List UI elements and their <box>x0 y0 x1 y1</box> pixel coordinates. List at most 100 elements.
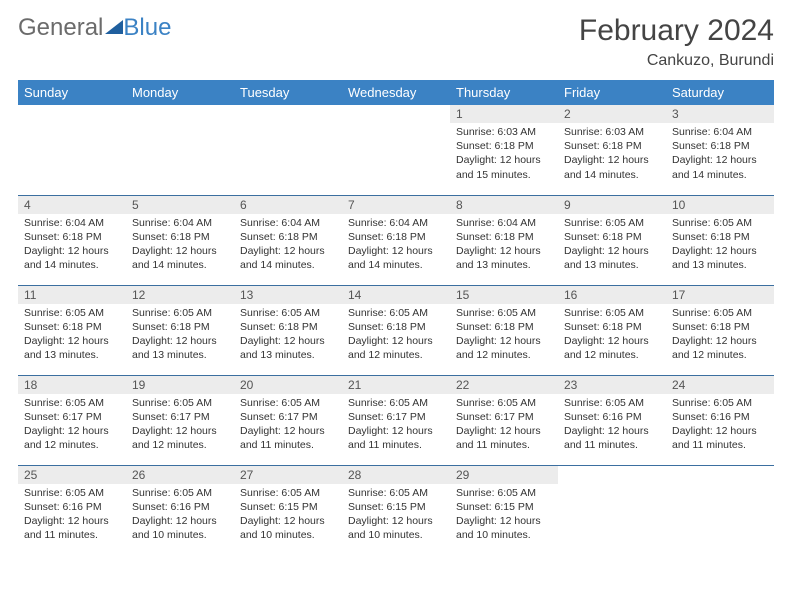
sunset-text: Sunset: 6:17 PM <box>456 410 552 424</box>
day-details: Sunrise: 6:05 AMSunset: 6:16 PMDaylight:… <box>558 394 666 455</box>
day-number: 26 <box>126 466 234 484</box>
day-number: 23 <box>558 376 666 394</box>
calendar-cell: 21Sunrise: 6:05 AMSunset: 6:17 PMDayligh… <box>342 375 450 465</box>
day-number: 28 <box>342 466 450 484</box>
day-number: 5 <box>126 196 234 214</box>
sunrise-text: Sunrise: 6:05 AM <box>564 396 660 410</box>
sunrise-text: Sunrise: 6:05 AM <box>24 486 120 500</box>
sunset-text: Sunset: 6:18 PM <box>672 230 768 244</box>
sunset-text: Sunset: 6:18 PM <box>132 320 228 334</box>
sunrise-text: Sunrise: 6:05 AM <box>564 306 660 320</box>
logo-triangle-icon <box>105 20 123 34</box>
calendar-cell: 11Sunrise: 6:05 AMSunset: 6:18 PMDayligh… <box>18 285 126 375</box>
sunrise-text: Sunrise: 6:05 AM <box>672 216 768 230</box>
sunset-text: Sunset: 6:17 PM <box>24 410 120 424</box>
calendar-cell: 19Sunrise: 6:05 AMSunset: 6:17 PMDayligh… <box>126 375 234 465</box>
day-details: Sunrise: 6:03 AMSunset: 6:18 PMDaylight:… <box>558 123 666 184</box>
daylight-text: Daylight: 12 hours and 10 minutes. <box>240 514 336 542</box>
sunset-text: Sunset: 6:18 PM <box>132 230 228 244</box>
daylight-text: Daylight: 12 hours and 12 minutes. <box>24 424 120 452</box>
day-number: 29 <box>450 466 558 484</box>
calendar-cell: 24Sunrise: 6:05 AMSunset: 6:16 PMDayligh… <box>666 375 774 465</box>
calendar-cell: 27Sunrise: 6:05 AMSunset: 6:15 PMDayligh… <box>234 465 342 555</box>
sunrise-text: Sunrise: 6:05 AM <box>672 306 768 320</box>
day-details: Sunrise: 6:05 AMSunset: 6:17 PMDaylight:… <box>450 394 558 455</box>
daylight-text: Daylight: 12 hours and 12 minutes. <box>348 334 444 362</box>
sunset-text: Sunset: 6:18 PM <box>348 230 444 244</box>
daylight-text: Daylight: 12 hours and 14 minutes. <box>132 244 228 272</box>
daylight-text: Daylight: 12 hours and 10 minutes. <box>132 514 228 542</box>
calendar-week: 11Sunrise: 6:05 AMSunset: 6:18 PMDayligh… <box>18 285 774 375</box>
day-number: 13 <box>234 286 342 304</box>
day-details: Sunrise: 6:05 AMSunset: 6:16 PMDaylight:… <box>666 394 774 455</box>
calendar-cell: 17 Sunrise: 6:05 AMSunset: 6:18 PMDayligh… <box>666 285 774 375</box>
daylight-text: Daylight: 12 hours and 14 minutes. <box>672 153 768 181</box>
day-number: 19 <box>126 376 234 394</box>
sunset-text: Sunset: 6:18 PM <box>240 320 336 334</box>
sunrise-text: Sunrise: 6:05 AM <box>240 306 336 320</box>
calendar-cell: 6Sunrise: 6:04 AMSunset: 6:18 PMDaylight… <box>234 195 342 285</box>
calendar-cell: 8Sunrise: 6:04 AMSunset: 6:18 PMDaylight… <box>450 195 558 285</box>
day-number: 7 <box>342 196 450 214</box>
day-details: Sunrise: 6:03 AMSunset: 6:18 PMDaylight:… <box>450 123 558 184</box>
day-details: Sunrise: 6:05 AMSunset: 6:18 PMDaylight:… <box>18 304 126 365</box>
daylight-text: Daylight: 12 hours and 12 minutes. <box>672 334 768 362</box>
sunset-text: Sunset: 6:15 PM <box>456 500 552 514</box>
day-number: 3 <box>666 105 774 123</box>
calendar-cell: 15Sunrise: 6:05 AMSunset: 6:18 PMDayligh… <box>450 285 558 375</box>
sunrise-text: Sunrise: 6:05 AM <box>672 396 768 410</box>
day-details: Sunrise: 6:05 AMSunset: 6:15 PMDaylight:… <box>234 484 342 545</box>
sunrise-text: Sunrise: 6:05 AM <box>348 486 444 500</box>
sunrise-text: Sunrise: 6:04 AM <box>24 216 120 230</box>
calendar-cell: 28Sunrise: 6:05 AMSunset: 6:15 PMDayligh… <box>342 465 450 555</box>
calendar-week: 4Sunrise: 6:04 AMSunset: 6:18 PMDaylight… <box>18 195 774 285</box>
month-title: February 2024 <box>579 14 774 48</box>
day-number: 17 <box>666 286 774 304</box>
logo-text-general: General <box>18 14 103 42</box>
day-details: Sunrise: 6:05 AMSunset: 6:16 PMDaylight:… <box>126 484 234 545</box>
calendar-cell: .. <box>126 105 234 195</box>
daylight-text: Daylight: 12 hours and 13 minutes. <box>456 244 552 272</box>
day-details: Sunrise: 6:05 AMSunset: 6:17 PMDaylight:… <box>234 394 342 455</box>
day-number: 27 <box>234 466 342 484</box>
header: General Blue February 2024 Cankuzo, Buru… <box>18 14 774 70</box>
calendar-cell: 10Sunrise: 6:05 AMSunset: 6:18 PMDayligh… <box>666 195 774 285</box>
day-number: 1 <box>450 105 558 123</box>
daylight-text: Daylight: 12 hours and 10 minutes. <box>456 514 552 542</box>
day-details: Sunrise: 6:04 AMSunset: 6:18 PMDaylight:… <box>234 214 342 275</box>
day-number: 9 <box>558 196 666 214</box>
day-details: Sunrise: 6:04 AMSunset: 6:18 PMDaylight:… <box>126 214 234 275</box>
sunset-text: Sunset: 6:17 PM <box>240 410 336 424</box>
title-block: February 2024 Cankuzo, Burundi <box>579 14 774 70</box>
day-number: 15 <box>450 286 558 304</box>
sunset-text: Sunset: 6:18 PM <box>564 139 660 153</box>
daylight-text: Daylight: 12 hours and 11 minutes. <box>672 424 768 452</box>
day-number: 4 <box>18 196 126 214</box>
sunrise-text: Sunrise: 6:05 AM <box>132 306 228 320</box>
daylight-text: Daylight: 12 hours and 12 minutes. <box>456 334 552 362</box>
day-number: 22 <box>450 376 558 394</box>
sunrise-text: Sunrise: 6:05 AM <box>564 216 660 230</box>
sunset-text: Sunset: 6:17 PM <box>348 410 444 424</box>
calendar-week: 18Sunrise: 6:05 AMSunset: 6:17 PMDayligh… <box>18 375 774 465</box>
calendar-body: ........1Sunrise: 6:03 AMSunset: 6:18 PM… <box>18 105 774 555</box>
calendar-cell: .. <box>558 465 666 555</box>
day-details: Sunrise: 6:05 AMSunset: 6:15 PMDaylight:… <box>450 484 558 545</box>
day-details: Sunrise: 6:04 AMSunset: 6:18 PMDaylight:… <box>18 214 126 275</box>
sunrise-text: Sunrise: 6:05 AM <box>132 396 228 410</box>
day-details: Sunrise: 6:05 AMSunset: 6:18 PMDaylight:… <box>558 214 666 275</box>
day-header: Sunday <box>18 80 126 105</box>
day-header-row: SundayMondayTuesdayWednesdayThursdayFrid… <box>18 80 774 105</box>
day-number: 21 <box>342 376 450 394</box>
calendar-cell: 9Sunrise: 6:05 AMSunset: 6:18 PMDaylight… <box>558 195 666 285</box>
sunrise-text: Sunrise: 6:05 AM <box>132 486 228 500</box>
day-number: 12 <box>126 286 234 304</box>
calendar-cell: 18Sunrise: 6:05 AMSunset: 6:17 PMDayligh… <box>18 375 126 465</box>
day-number: 11 <box>18 286 126 304</box>
daylight-text: Daylight: 12 hours and 11 minutes. <box>348 424 444 452</box>
sunset-text: Sunset: 6:16 PM <box>24 500 120 514</box>
sunset-text: Sunset: 6:16 PM <box>672 410 768 424</box>
sunset-text: Sunset: 6:15 PM <box>348 500 444 514</box>
day-number: 6 <box>234 196 342 214</box>
sunset-text: Sunset: 6:18 PM <box>672 320 768 334</box>
